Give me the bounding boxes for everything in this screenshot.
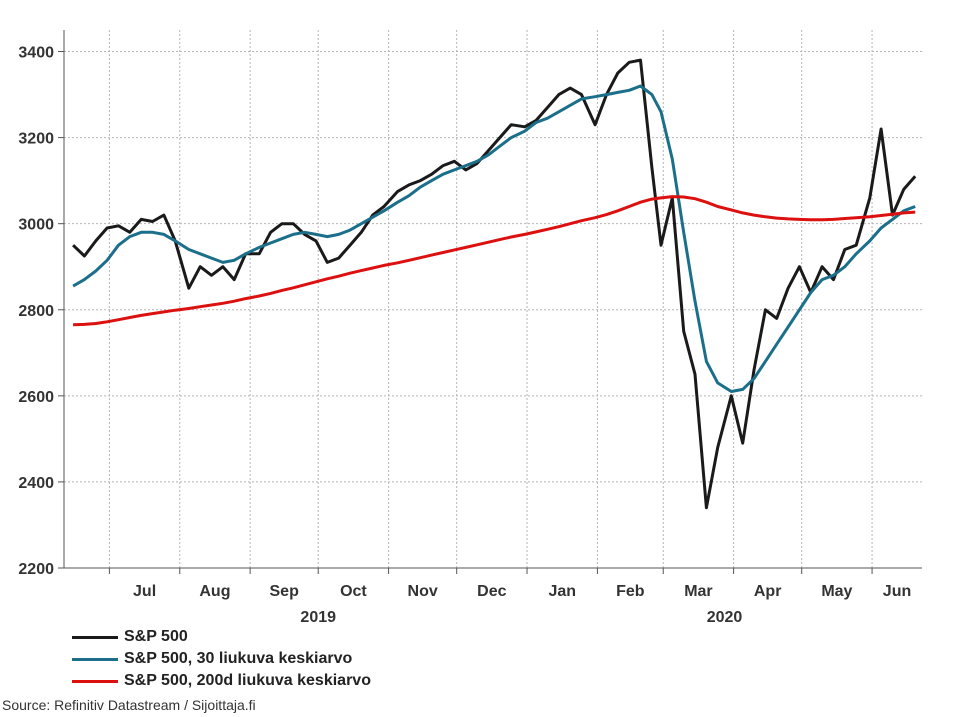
source-note: Source: Refinitiv Datastream / Sijoittaj… [2, 697, 256, 713]
y-tick-label: 3200 [18, 131, 54, 148]
legend: S&P 500 S&P 500, 30 liukuva keskiarvo S&… [72, 626, 371, 692]
series-line-0 [72, 58, 917, 510]
year-label: 2020 [707, 609, 743, 626]
x-tick-label: Nov [408, 583, 438, 600]
series-lines [72, 58, 917, 510]
y-tick-label: 3000 [18, 217, 54, 234]
x-tick-label: Jan [548, 583, 576, 600]
x-tick-label: Jul [133, 583, 156, 600]
legend-swatch-ma200 [72, 679, 118, 683]
x-tick-label: Jun [883, 583, 911, 600]
axes [58, 30, 922, 574]
series-line-2 [73, 195, 916, 327]
grid [64, 30, 922, 569]
legend-label-ma30: S&P 500, 30 liukuva keskiarvo [124, 650, 353, 667]
legend-item-ma30: S&P 500, 30 liukuva keskiarvo [72, 648, 371, 670]
legend-item-ma200: S&P 500, 200d liukuva keskiarvo [72, 670, 371, 692]
x-tick-label: Mar [684, 583, 712, 600]
y-tick-label: 2600 [18, 389, 54, 406]
legend-item-sp500: S&P 500 [72, 626, 371, 648]
year-label: 2019 [300, 609, 336, 626]
legend-label-sp500: S&P 500 [124, 628, 188, 645]
y-tick-label: 3400 [18, 45, 54, 62]
y-tick-label: 2400 [18, 475, 54, 492]
legend-swatch-ma30 [72, 657, 118, 661]
x-tick-label: Feb [616, 583, 645, 600]
y-tick-label: 2800 [18, 303, 54, 320]
legend-swatch-sp500 [72, 635, 118, 639]
x-tick-label: Dec [477, 583, 506, 600]
y-tick-label: 2200 [18, 561, 54, 578]
x-tick-label: Oct [340, 583, 367, 600]
legend-label-ma200: S&P 500, 200d liukuva keskiarvo [124, 672, 371, 689]
series-line-1 [72, 84, 916, 393]
tick-labels: 2200 2400 2600 2800 3000 3200 3400 Jul Aug Sep Oct… [18, 45, 911, 626]
x-tick-label: Sep [270, 583, 300, 600]
x-tick-label: Aug [199, 583, 230, 600]
x-tick-label: May [821, 583, 852, 600]
x-tick-label: Apr [754, 583, 782, 600]
